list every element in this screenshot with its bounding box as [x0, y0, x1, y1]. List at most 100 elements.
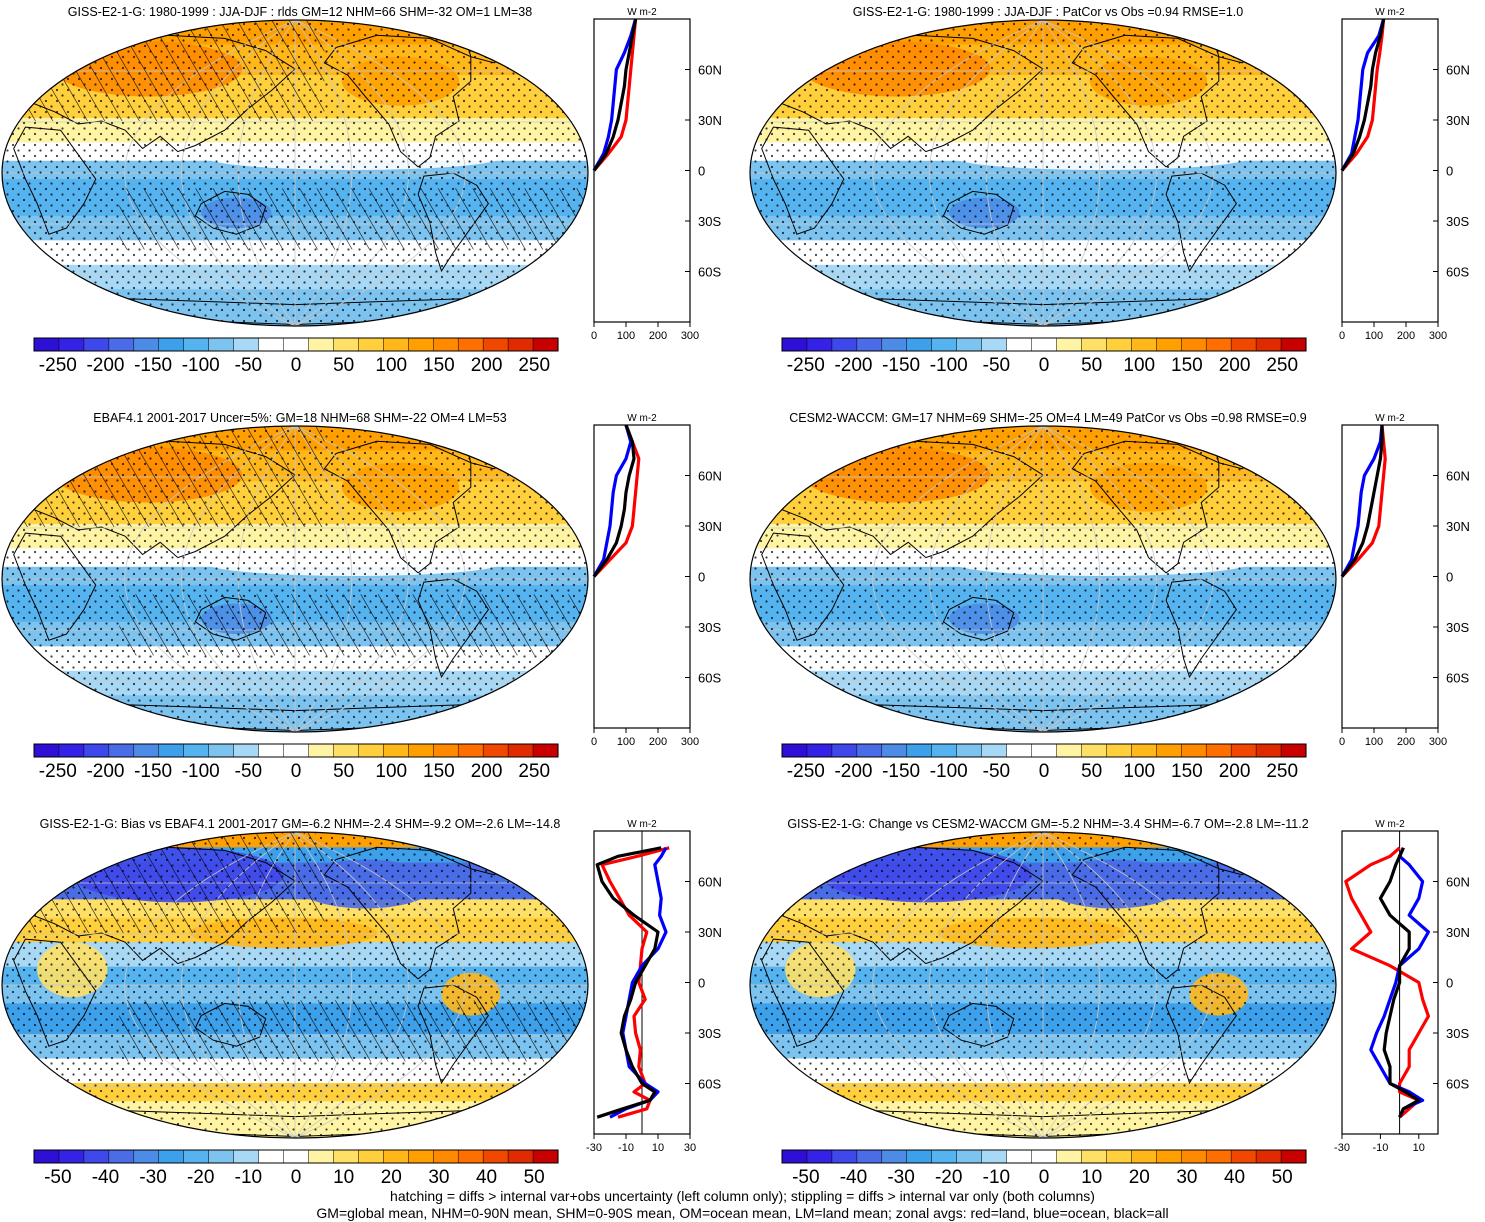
colorbar-swatch: [358, 337, 384, 352]
hatching: [119, 188, 588, 250]
colorbar-swatch: [83, 337, 110, 352]
colorbar-tick-label: 150: [1171, 355, 1203, 376]
colorbar-swatch: [1031, 743, 1058, 758]
colorbar-tick-label: 30: [428, 1167, 449, 1188]
colorbar-swatch: [208, 1149, 235, 1164]
colorbar-tick-label: 100: [1123, 355, 1155, 376]
colorbar-swatch: [1230, 1149, 1257, 1164]
colorbar-tick-label: 10: [333, 1167, 354, 1188]
zonal-xtick-label: 300: [1429, 330, 1447, 342]
zonal-units: W m-2: [1375, 819, 1405, 830]
zonal-ytick-label: 60N: [1446, 63, 1470, 78]
zonal-ytick-label: 60S: [698, 265, 721, 280]
colorbar-swatch: [781, 743, 808, 758]
map-outline: [749, 19, 1337, 327]
zonal-xtick-label: 300: [1429, 736, 1447, 748]
colorbar-tick-label: 200: [1219, 761, 1251, 782]
zonal-ytick-label: 60N: [1446, 875, 1470, 890]
colorbar-tick-label: -150: [882, 761, 920, 782]
map-field: [750, 426, 1336, 732]
zonal-frame: [1341, 830, 1439, 1135]
zonal-ytick-label: 30S: [1446, 1026, 1469, 1041]
colorbar-tick-label: -50: [792, 1167, 819, 1188]
colorbar-tick-label: 0: [291, 1167, 302, 1188]
colorbar-tick-label: 250: [1266, 355, 1298, 376]
zonal-series-ocean: [1340, 18, 1386, 172]
colorbar-swatch: [831, 337, 858, 352]
zonal-series-ocean: [592, 18, 638, 172]
colorbar-tick-label: -50: [235, 355, 262, 376]
map-outline: [1, 425, 589, 733]
colorbar-swatch: [408, 337, 434, 352]
colorbar-swatch: [308, 743, 334, 758]
colorbar-swatch: [233, 1149, 260, 1164]
colorbar-swatch: [208, 337, 235, 352]
colorbar-swatch: [308, 337, 334, 352]
colorbar-swatch: [831, 743, 858, 758]
colorbar-swatch: [1255, 337, 1282, 352]
panel-title: CESM2-WACCM: GM=17 NHM=69 SHM=-25 OM=4 L…: [789, 411, 1306, 425]
colorbar-swatch: [806, 743, 833, 758]
colorbar-tick-label: 20: [381, 1167, 402, 1188]
panel-title: EBAF4.1 2001-2017 Uncer=5%: GM=18 NHM=68…: [93, 411, 506, 425]
colorbar-swatch: [1131, 337, 1157, 352]
colorbar-tick-label: -100: [930, 355, 968, 376]
colorbar-swatch: [108, 1149, 135, 1164]
colorbar-swatch: [1081, 337, 1107, 352]
colorbar-swatch: [856, 337, 883, 352]
colorbar-swatch: [133, 1149, 160, 1164]
colorbar-swatch: [1280, 1149, 1307, 1164]
zonal-xtick-label: 10: [652, 1142, 664, 1154]
colorbar-swatch: [457, 337, 484, 352]
colorbar-swatch: [881, 743, 908, 758]
colorbar-swatch: [208, 743, 235, 758]
colorbar-swatch: [358, 1149, 384, 1164]
colorbar-swatch: [482, 743, 509, 758]
zonal-ytick-label: 0: [698, 164, 705, 179]
map-field: [750, 20, 1336, 326]
panel-2: GISS-E2-1-G: 1980-1999 : JJA-DJF : PatCo…: [749, 5, 1470, 376]
map-field: [2, 832, 588, 1138]
colorbar-tick-label: 200: [471, 355, 503, 376]
zonal-units: W m-2: [1375, 7, 1405, 18]
colorbar-swatch: [432, 743, 459, 758]
colorbar-swatch: [83, 1149, 110, 1164]
colorbar-tick-label: 50: [524, 1167, 545, 1188]
colorbar-swatch: [258, 743, 285, 758]
colorbar-tick-label: -250: [787, 355, 825, 376]
panel-title: GISS-E2-1-G: 1980-1999 : JJA-DJF : PatCo…: [853, 5, 1243, 19]
colorbar-swatch: [283, 337, 310, 352]
colorbar-swatch: [507, 1149, 534, 1164]
colorbar-swatch: [283, 1149, 310, 1164]
zonal-xtick-label: 30: [684, 1142, 696, 1154]
colorbar-tick-label: -100: [182, 355, 220, 376]
zonal-ytick-label: 0: [1446, 976, 1453, 991]
colorbar-swatch: [1081, 1149, 1107, 1164]
zonal-ytick-label: 30N: [1446, 519, 1470, 534]
zonal-xtick-label: -30: [586, 1142, 602, 1154]
zonal-series-all: [1340, 425, 1384, 578]
zonal-ytick-label: 60S: [698, 1077, 721, 1092]
hatching: [2, 20, 325, 121]
colorbar-tick-label: -250: [787, 761, 825, 782]
panel-title: GISS-E2-1-G: Bias vs EBAF4.1 2001-2017 G…: [40, 817, 561, 831]
zonal-ytick-label: 0: [1446, 164, 1453, 179]
panel-4: CESM2-WACCM: GM=17 NHM=69 SHM=-25 OM=4 L…: [749, 411, 1470, 782]
colorbar-tick-label: 0: [1039, 761, 1050, 782]
stippling: [750, 20, 1336, 326]
zonal-ytick-label: 60S: [1446, 671, 1469, 686]
colorbar-tick-label: -250: [39, 761, 77, 782]
zonal-ytick-label: 60N: [1446, 469, 1470, 484]
panel-5: GISS-E2-1-G: Bias vs EBAF4.1 2001-2017 G…: [1, 817, 722, 1188]
colorbar-swatch: [781, 337, 808, 352]
colorbar-swatch: [532, 743, 559, 758]
map-field: [2, 20, 588, 326]
colorbar-swatch: [133, 743, 160, 758]
colorbar-swatch: [333, 1149, 359, 1164]
colorbar-swatch: [1006, 1149, 1033, 1164]
colorbar-swatch: [1031, 337, 1058, 352]
colorbar-swatch: [283, 743, 310, 758]
colorbar-swatch: [1205, 743, 1232, 758]
colorbar-tick-label: -40: [840, 1167, 867, 1188]
